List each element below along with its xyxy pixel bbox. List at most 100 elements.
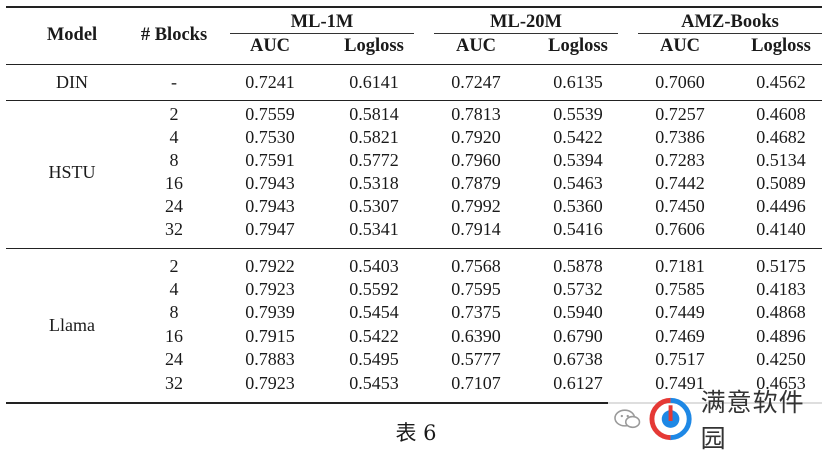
metric-cell: 0.7530 — [245, 127, 295, 147]
metric-cell: 0.4653 — [756, 373, 806, 393]
metric-cell: 0.5814 — [349, 104, 399, 124]
metric-cell: 0.5592 — [349, 279, 399, 299]
metric-cell: 0.4140 — [756, 219, 806, 239]
metric-cell: 0.7883 — [245, 349, 295, 369]
wechat-icon — [614, 409, 641, 429]
header-metric: AUC — [455, 36, 497, 56]
metric-cell: 0.7241 — [245, 72, 295, 92]
header-metric: AUC — [249, 36, 291, 56]
blocks-cell: 32 — [165, 219, 183, 239]
metric-cell: 0.5772 — [349, 150, 399, 170]
table-rule — [6, 100, 822, 101]
metric-cell: 0.7947 — [245, 219, 295, 239]
table-rule — [6, 64, 822, 65]
metric-cell: 0.7517 — [655, 349, 705, 369]
blocks-cell: 24 — [165, 349, 183, 369]
metric-cell: 0.6141 — [349, 72, 399, 92]
blocks-cell: 16 — [165, 326, 183, 346]
metric-cell: 0.7943 — [245, 173, 295, 193]
blocks-cell: 32 — [165, 373, 183, 393]
metric-cell: 0.7450 — [655, 196, 705, 216]
metric-cell: 0.6135 — [553, 72, 603, 92]
metric-cell: 0.7386 — [655, 127, 705, 147]
metric-cell: 0.7283 — [655, 150, 705, 170]
metric-cell: 0.7813 — [451, 104, 501, 124]
metric-cell: 0.4608 — [756, 104, 806, 124]
metric-cell: 0.4896 — [756, 326, 806, 346]
dataset-underline — [230, 33, 414, 34]
metric-cell: 0.4868 — [756, 302, 806, 322]
blocks-cell: 24 — [165, 196, 183, 216]
metric-cell: 0.7943 — [245, 196, 295, 216]
metric-cell: 0.7107 — [451, 373, 501, 393]
blocks-cell: 4 — [169, 279, 179, 299]
metric-cell: 0.6738 — [553, 349, 603, 369]
metric-cell: 0.4562 — [756, 72, 806, 92]
metric-cell: 0.6390 — [451, 326, 501, 346]
blocks-cell: 8 — [169, 302, 179, 322]
metric-cell: 0.5454 — [349, 302, 399, 322]
header-metric: Logloss — [344, 36, 404, 56]
metric-cell: 0.5089 — [756, 173, 806, 193]
metric-cell: 0.5732 — [553, 279, 603, 299]
metric-cell: 0.7247 — [451, 72, 501, 92]
metric-cell: 0.5403 — [349, 256, 399, 276]
header-blocks: # Blocks — [140, 25, 208, 45]
metric-cell: 0.7442 — [655, 173, 705, 193]
metric-cell: 0.5940 — [553, 302, 603, 322]
table-caption: 表 6 — [395, 421, 437, 445]
header-model: Model — [46, 25, 98, 45]
model-name: HSTU — [48, 161, 96, 182]
metric-cell: 0.7060 — [655, 72, 705, 92]
metric-cell: 0.5821 — [349, 127, 399, 147]
metric-cell: 0.5539 — [553, 104, 603, 124]
metric-cell: 0.7915 — [245, 326, 295, 346]
metric-cell: 0.5878 — [553, 256, 603, 276]
metric-cell: 0.7559 — [245, 104, 295, 124]
metric-cell: 0.7469 — [655, 326, 705, 346]
table-rule — [6, 248, 822, 249]
metric-cell: 0.6790 — [553, 326, 603, 346]
metric-cell: 0.4183 — [756, 279, 806, 299]
model-name: DIN — [56, 72, 88, 92]
metric-cell: 0.4250 — [756, 349, 806, 369]
metric-cell: 0.7585 — [655, 279, 705, 299]
table-rule — [6, 402, 822, 404]
metric-cell: 0.7591 — [245, 150, 295, 170]
metric-cell: 0.7923 — [245, 373, 295, 393]
metric-cell: 0.7595 — [451, 279, 501, 299]
blocks-cell: - — [171, 72, 177, 92]
header-dataset: ML-1M — [290, 12, 354, 32]
blocks-cell: 2 — [169, 256, 179, 276]
metric-cell: 0.5463 — [553, 173, 603, 193]
metric-cell: 0.5495 — [349, 349, 399, 369]
metric-cell: 0.7992 — [451, 196, 501, 216]
metric-cell: 0.7923 — [245, 279, 295, 299]
metric-cell: 0.6127 — [553, 373, 603, 393]
model-name: Llama — [49, 314, 95, 335]
dataset-underline — [638, 33, 822, 34]
metric-cell: 0.5175 — [756, 256, 806, 276]
watermark-text: 满意软件园 — [700, 388, 805, 453]
metric-cell: 0.5453 — [349, 373, 399, 393]
metric-cell: 0.7257 — [655, 104, 705, 124]
dataset-underline — [434, 33, 618, 34]
metric-cell: 0.5394 — [553, 150, 603, 170]
metric-cell: 0.4682 — [756, 127, 806, 147]
blocks-cell: 2 — [169, 104, 179, 124]
metric-cell: 0.5777 — [451, 349, 501, 369]
table-rule — [6, 6, 822, 8]
metric-cell: 0.5422 — [553, 127, 603, 147]
metric-cell: 0.5422 — [349, 326, 399, 346]
metric-cell: 0.7920 — [451, 127, 501, 147]
metric-cell: 0.7914 — [451, 219, 501, 239]
metric-cell: 0.5360 — [553, 196, 603, 216]
header-dataset: ML-20M — [490, 12, 562, 32]
blocks-cell: 16 — [165, 173, 183, 193]
metric-cell: 0.7449 — [655, 302, 705, 322]
metric-cell: 0.7491 — [655, 373, 705, 393]
metric-cell: 0.7922 — [245, 256, 295, 276]
blocks-cell: 8 — [169, 150, 179, 170]
header-metric: Logloss — [751, 36, 811, 56]
metric-cell: 0.7375 — [451, 302, 501, 322]
